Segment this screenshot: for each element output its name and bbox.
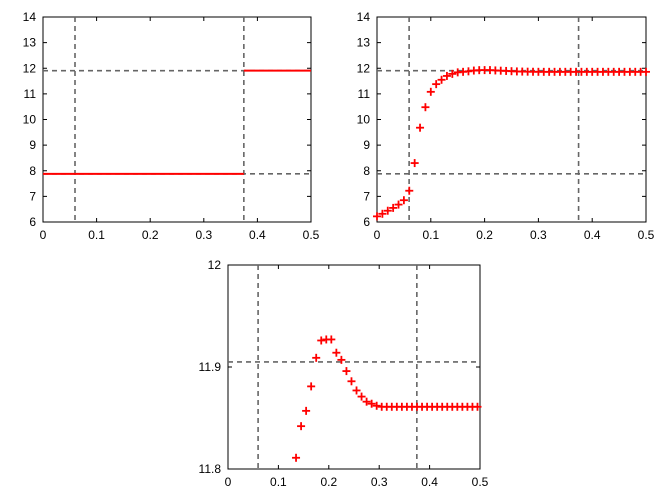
data-point bbox=[473, 402, 482, 411]
data-point bbox=[389, 203, 398, 212]
data-point bbox=[357, 392, 366, 401]
x-tick-label: 0.1 bbox=[270, 475, 287, 489]
data-point bbox=[352, 386, 361, 395]
x-tick-label: 0.1 bbox=[422, 228, 439, 242]
x-tick-label: 0 bbox=[40, 228, 47, 242]
x-tick-label: 0.1 bbox=[88, 228, 105, 242]
chart-top-left: 0 0.1 0.2 0.3 0.4 0.5 6 7 8 9 10 11 12 13 14 bbox=[23, 10, 320, 242]
data-point bbox=[367, 399, 376, 408]
data-point bbox=[426, 87, 435, 96]
x-tick-label: 0.5 bbox=[303, 228, 320, 242]
chart-top-right: 0 0.1 0.2 0.3 0.4 0.5 6 7 8 9 10 11 12 13 14 bbox=[357, 10, 655, 242]
y-tick-label: 11.8 bbox=[199, 462, 222, 476]
data-point bbox=[362, 397, 371, 406]
x-tick-label: 0 bbox=[374, 228, 381, 242]
x-tick-label: 0.3 bbox=[530, 228, 547, 242]
plot-frame bbox=[227, 264, 481, 470]
x-tick-label: 0.2 bbox=[476, 228, 493, 242]
data-point bbox=[372, 401, 381, 410]
y-tick-label: 10 bbox=[23, 113, 37, 127]
chart-bottom-center: 0 0.1 0.2 0.3 0.4 0.5 11.8 11.9 12 bbox=[199, 258, 489, 489]
data-point bbox=[373, 212, 381, 221]
data-point bbox=[327, 335, 336, 344]
x-tick-label: 0 bbox=[225, 475, 232, 489]
data-point bbox=[342, 367, 351, 376]
y-tick-label: 14 bbox=[357, 10, 371, 24]
data-point bbox=[416, 123, 425, 132]
y-tick-label: 11.9 bbox=[199, 360, 222, 374]
data-point bbox=[442, 71, 451, 80]
data-point bbox=[405, 186, 414, 195]
y-tick-label: 12 bbox=[208, 258, 222, 272]
data-point bbox=[378, 209, 387, 218]
y-tick-label: 8 bbox=[363, 164, 370, 178]
y-tick-label: 13 bbox=[23, 36, 37, 50]
data-point bbox=[383, 206, 392, 215]
y-tick-label: 7 bbox=[363, 189, 370, 203]
x-tick-label: 0.4 bbox=[421, 475, 438, 489]
y-tick-label: 11 bbox=[358, 87, 371, 101]
x-tick-label: 0.5 bbox=[638, 228, 655, 242]
data-point bbox=[421, 103, 430, 112]
data-point bbox=[448, 69, 457, 78]
data-point bbox=[337, 355, 346, 364]
y-tick-label: 11 bbox=[24, 87, 37, 101]
data-point bbox=[297, 422, 306, 431]
data-point bbox=[394, 200, 403, 209]
data-point bbox=[437, 75, 446, 84]
data-point bbox=[317, 336, 326, 345]
data-point bbox=[292, 453, 301, 462]
y-tick-label: 8 bbox=[29, 164, 36, 178]
plot-frame bbox=[376, 16, 647, 223]
y-tick-label: 14 bbox=[23, 10, 37, 24]
y-tick-label: 9 bbox=[29, 138, 36, 152]
plot-frame bbox=[42, 16, 312, 223]
data-point bbox=[332, 348, 341, 357]
x-tick-label: 0.2 bbox=[142, 228, 159, 242]
data-point bbox=[302, 406, 311, 415]
x-tick-label: 0.2 bbox=[320, 475, 337, 489]
x-tick-label: 0.5 bbox=[472, 475, 489, 489]
data-point bbox=[307, 382, 316, 391]
x-tick-label: 0.3 bbox=[195, 228, 212, 242]
y-tick-label: 10 bbox=[357, 113, 371, 127]
x-tick-label: 0.4 bbox=[249, 228, 266, 242]
data-point bbox=[410, 159, 419, 168]
y-tick-label: 7 bbox=[29, 189, 36, 203]
x-tick-label: 0.4 bbox=[584, 228, 601, 242]
y-tick-label: 6 bbox=[363, 215, 370, 229]
x-tick-label: 0.3 bbox=[371, 475, 388, 489]
data-point bbox=[399, 196, 408, 205]
data-point bbox=[312, 353, 321, 362]
y-tick-label: 6 bbox=[29, 215, 36, 229]
data-point bbox=[432, 80, 441, 89]
y-tick-label: 12 bbox=[357, 61, 371, 75]
y-tick-label: 9 bbox=[363, 138, 370, 152]
y-tick-label: 12 bbox=[23, 61, 37, 75]
data-point bbox=[347, 377, 356, 386]
y-tick-label: 13 bbox=[357, 36, 371, 50]
data-point bbox=[642, 67, 650, 76]
